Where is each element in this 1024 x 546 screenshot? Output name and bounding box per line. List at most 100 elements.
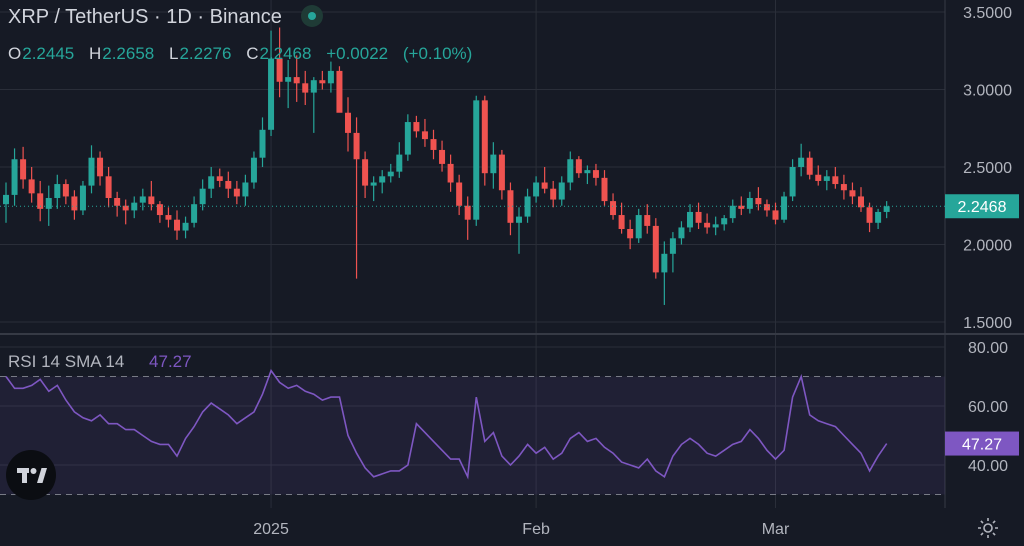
candle xyxy=(62,179,69,205)
candle xyxy=(353,117,360,279)
candle xyxy=(592,163,599,186)
candle-body xyxy=(635,215,642,239)
rsi-legend[interactable]: RSI 14 SMA 14 47.27 xyxy=(8,352,192,372)
candle-body xyxy=(866,207,873,223)
candle-body xyxy=(319,80,326,84)
candle xyxy=(618,202,625,234)
exchange: Binance xyxy=(209,6,282,28)
candle-body xyxy=(721,218,728,225)
candle-body xyxy=(182,222,189,231)
candle-body xyxy=(404,122,411,155)
gear-icon[interactable] xyxy=(976,516,1000,540)
candle xyxy=(37,180,44,222)
rsi-series: 47.27 xyxy=(5,368,1019,480)
candle xyxy=(541,167,548,194)
candle-body xyxy=(285,77,292,82)
rsi-value-label: 47.27 xyxy=(962,437,1002,454)
candle xyxy=(293,55,300,102)
candle-body xyxy=(627,229,634,239)
candle-body xyxy=(592,170,599,178)
candle-body xyxy=(216,176,223,181)
candle xyxy=(259,117,266,167)
candle-body xyxy=(516,216,522,223)
candle-body xyxy=(396,154,403,172)
price-tick-label: 1.5000 xyxy=(963,315,1012,332)
price-tick-label: 3.0000 xyxy=(963,83,1012,100)
candle-body xyxy=(250,157,257,183)
candle xyxy=(498,149,505,200)
interval: 1D xyxy=(166,6,192,28)
candle xyxy=(883,201,890,219)
candle-body xyxy=(362,159,369,186)
candle-body xyxy=(558,182,565,200)
candle-body xyxy=(781,196,788,220)
tradingview-logo-icon[interactable] xyxy=(6,450,56,500)
high-value: 2.2658 xyxy=(102,44,155,63)
candle-body xyxy=(131,202,138,211)
candle xyxy=(558,176,565,206)
candle-body xyxy=(191,204,198,223)
candle xyxy=(473,95,480,226)
candle xyxy=(567,151,574,191)
rsi-tick-label: 80.00 xyxy=(968,340,1008,357)
candle xyxy=(20,146,27,189)
candle xyxy=(533,176,540,203)
candle xyxy=(336,66,343,113)
rsi-grid xyxy=(0,346,945,466)
candle-body xyxy=(174,219,180,231)
candle-body xyxy=(71,196,78,211)
candle-body xyxy=(498,154,505,191)
candle xyxy=(490,142,497,189)
candle-body xyxy=(464,205,471,220)
candle-body xyxy=(413,122,420,132)
candle-body xyxy=(533,182,540,197)
candle xyxy=(122,199,129,225)
rsi-tick-label: 60.00 xyxy=(968,399,1008,416)
candle-body xyxy=(387,171,394,177)
candle-body xyxy=(678,227,685,239)
live-status-dot-icon[interactable] xyxy=(301,4,324,27)
candle-body xyxy=(567,159,574,183)
candle xyxy=(268,30,275,136)
candle-body xyxy=(849,190,856,197)
candle-body xyxy=(840,184,847,191)
open-label: O xyxy=(8,44,22,63)
candle-body xyxy=(772,210,779,220)
candle xyxy=(105,167,112,208)
last-price-badge xyxy=(945,194,1019,219)
candle-body xyxy=(712,224,719,228)
candle-body xyxy=(652,225,659,273)
candle xyxy=(712,216,719,236)
candle-body xyxy=(687,211,693,228)
low-label: L xyxy=(168,44,179,63)
x-tick-label: 2025 xyxy=(253,521,289,538)
candle xyxy=(772,202,779,225)
candle xyxy=(319,70,326,90)
candle xyxy=(806,151,813,180)
candle-body xyxy=(746,198,753,209)
candle-body xyxy=(327,70,334,84)
candle-body xyxy=(20,159,27,180)
candle xyxy=(729,199,736,223)
candle-body xyxy=(421,131,428,140)
ohlc-legend: O2.2445 H2.2658 L2.2276 C2.2468 +0.0022 … xyxy=(8,44,482,64)
candle-body xyxy=(370,182,377,186)
candle-body xyxy=(276,58,283,82)
candle xyxy=(250,151,257,189)
candle-body xyxy=(755,198,762,205)
candle xyxy=(233,180,240,205)
candle xyxy=(225,171,232,198)
x-axis: 2025FebMarAprMayJun xyxy=(253,521,790,538)
candle-body xyxy=(695,211,702,223)
candle xyxy=(456,174,463,216)
candle-body xyxy=(618,215,625,229)
candle xyxy=(276,27,283,98)
rsi-name: RSI xyxy=(8,352,37,371)
price-tick-label: 2.0000 xyxy=(963,238,1012,255)
candle-body xyxy=(610,201,617,216)
candle xyxy=(3,182,9,223)
candle xyxy=(310,77,317,133)
candle xyxy=(208,167,215,198)
title-dot-2: · xyxy=(197,6,205,28)
